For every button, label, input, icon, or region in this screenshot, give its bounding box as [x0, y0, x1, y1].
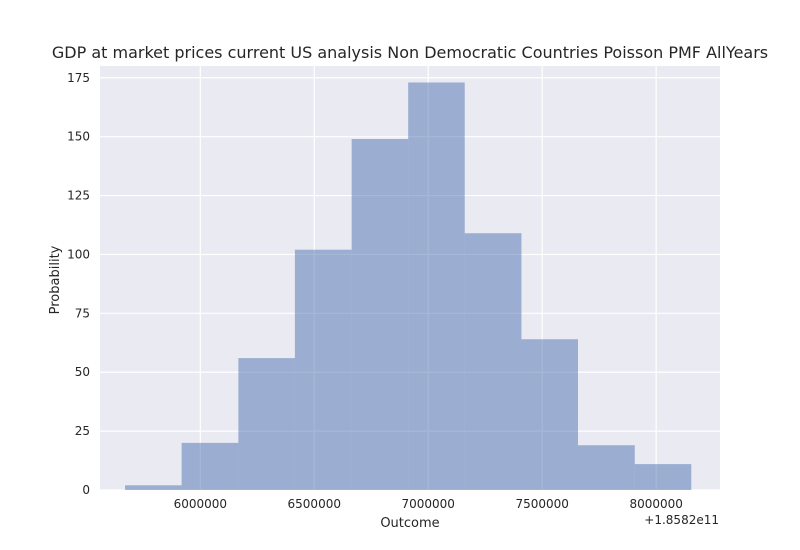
x-tick-label: 7000000 — [402, 497, 455, 511]
chart-title: GDP at market prices current US analysis… — [52, 43, 768, 62]
x-axis-offset-label: +1.8582e11 — [644, 513, 719, 527]
histogram-bar — [464, 233, 522, 490]
y-tick-label: 50 — [75, 365, 90, 379]
histogram-bar — [181, 442, 239, 490]
y-tick-label: 150 — [67, 130, 90, 144]
histogram-bar — [351, 139, 409, 490]
y-tick-label: 175 — [67, 71, 90, 85]
histogram-bars — [125, 82, 692, 490]
y-tick-label: 0 — [82, 483, 90, 497]
histogram-bar — [577, 445, 635, 490]
x-axis-label: Outcome — [380, 516, 439, 531]
x-axis-ticks: 6000000 6500000 7000000 7500000 8000000 — [174, 497, 683, 511]
y-axis-ticks: 0 25 50 75 100 125 150 175 — [67, 71, 90, 497]
y-tick-label: 25 — [75, 424, 90, 438]
y-axis-label: Probability — [48, 245, 63, 314]
histogram-bar — [125, 485, 182, 490]
histogram-bar — [521, 339, 578, 490]
histogram-bar — [294, 249, 352, 490]
y-tick-label: 125 — [67, 189, 90, 203]
y-tick-label: 100 — [67, 247, 90, 261]
histogram-bar — [238, 358, 295, 490]
x-tick-label: 8000000 — [629, 497, 682, 511]
x-tick-label: 7500000 — [515, 497, 568, 511]
x-tick-label: 6000000 — [174, 497, 227, 511]
histogram-bar — [408, 82, 465, 490]
x-tick-label: 6500000 — [288, 497, 341, 511]
y-tick-label: 75 — [75, 306, 90, 320]
histogram-bar — [634, 464, 692, 490]
